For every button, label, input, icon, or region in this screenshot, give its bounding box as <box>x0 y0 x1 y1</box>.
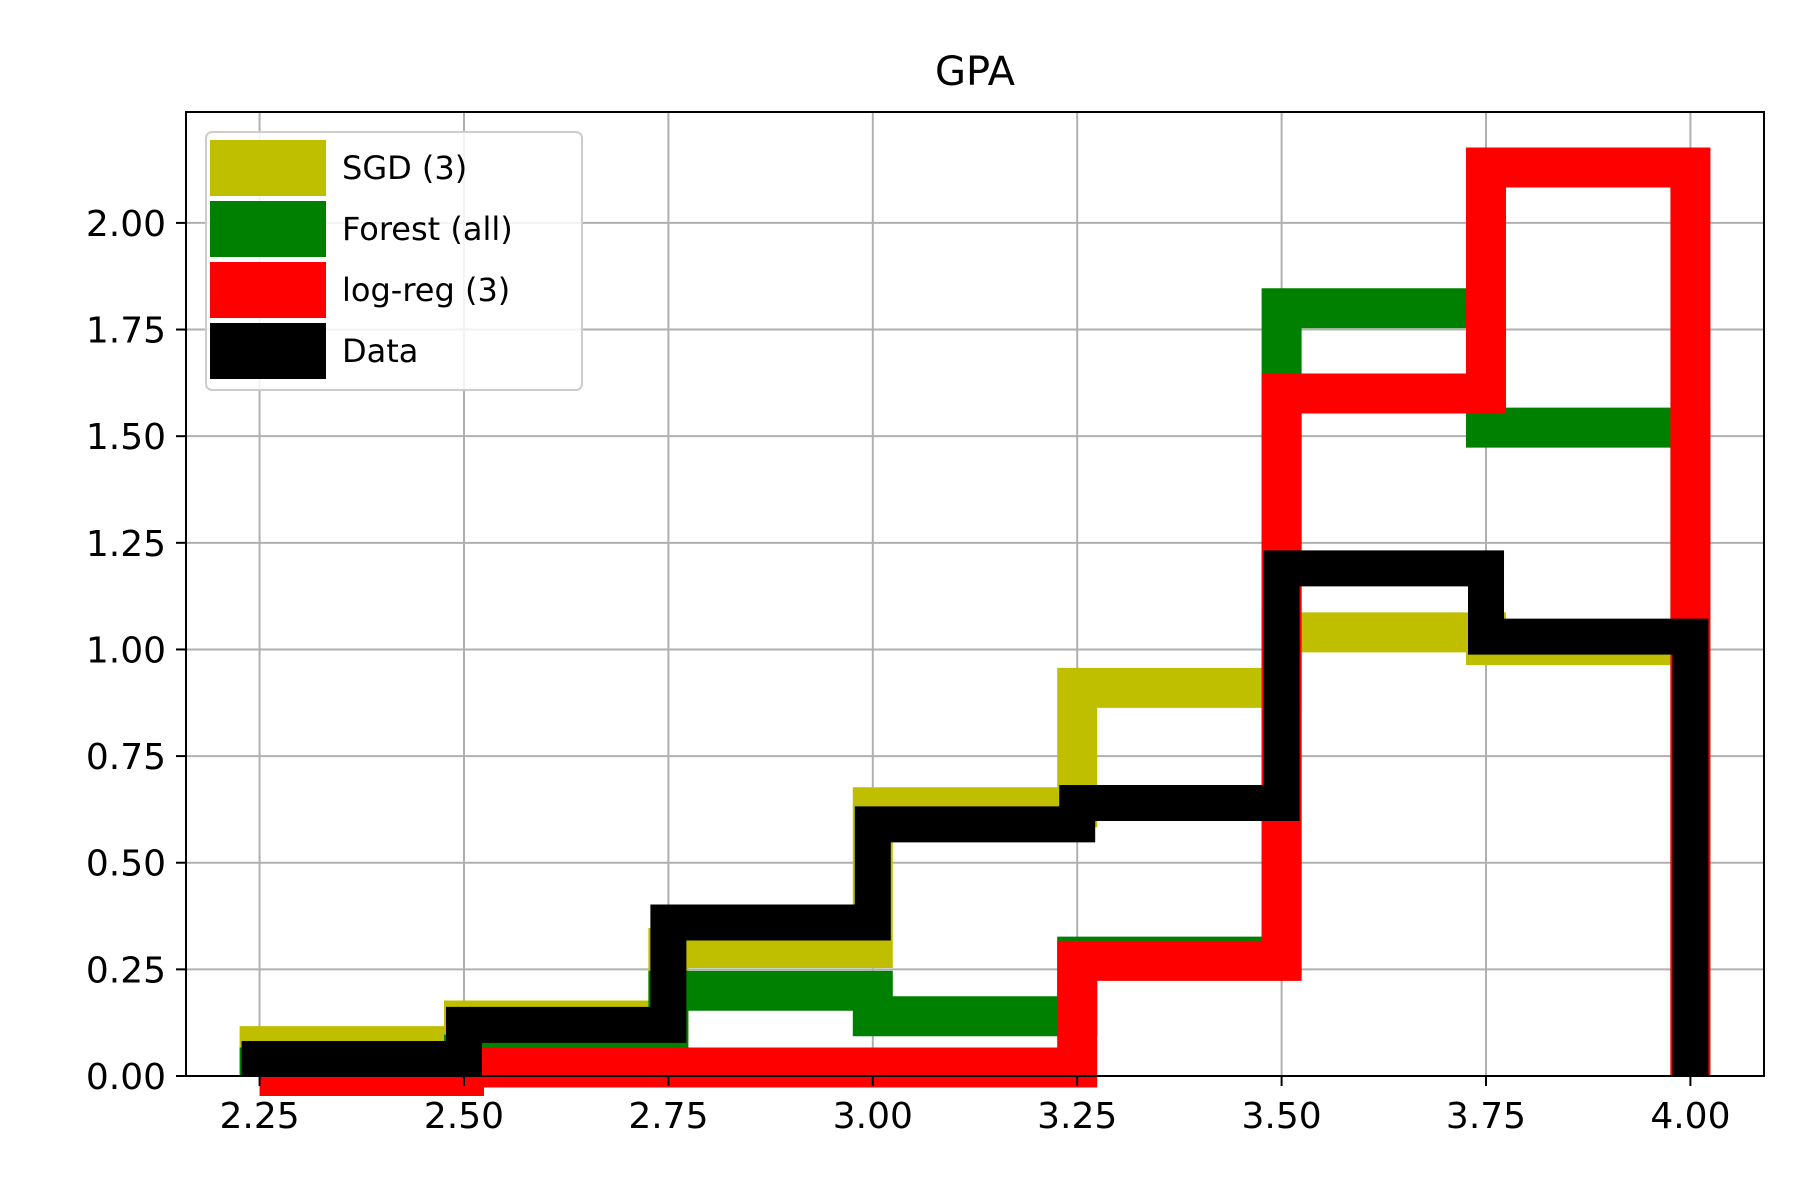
legend-label-log-reg-3: log-reg (3) <box>342 271 510 309</box>
legend-label-forest-all: Forest (all) <box>342 210 513 248</box>
x-tick-label: 2.75 <box>628 1096 708 1137</box>
x-axis: 2.25 2.50 2.75 3.00 3.25 3.50 3.75 4.00 <box>220 1076 1730 1137</box>
y-tick-label: 1.00 <box>86 630 166 671</box>
legend: SGD (3) Forest (all) log-reg (3) Data <box>205 131 583 391</box>
y-tick-label: 1.25 <box>86 524 166 565</box>
legend-swatch-data <box>210 323 326 379</box>
y-tick-label: 1.75 <box>86 311 166 352</box>
y-tick-label: 2.00 <box>86 204 166 245</box>
chart-title: GPA <box>935 49 1016 95</box>
legend-swatch-sgd-3 <box>210 140 326 196</box>
y-tick-label: 0.25 <box>86 950 166 991</box>
x-tick-label: 3.75 <box>1446 1096 1526 1137</box>
y-tick-label: 0.75 <box>86 737 166 778</box>
x-tick-label: 2.50 <box>424 1096 504 1137</box>
legend-swatch-forest-all <box>210 201 326 257</box>
legend-swatch-log-reg-3 <box>210 262 326 318</box>
y-tick-label: 0.50 <box>86 844 166 885</box>
y-axis: 0.00 0.25 0.50 0.75 1.00 1.25 1.50 1.75 2.00 <box>86 204 186 1098</box>
series-line-data <box>241 550 1709 1077</box>
x-tick-label: 3.00 <box>833 1096 913 1137</box>
legend-label-sgd-3: SGD (3) <box>342 149 467 187</box>
legend-label-data: Data <box>342 332 418 370</box>
y-tick-label: 1.50 <box>86 417 166 458</box>
plot-frame <box>185 111 1765 1077</box>
x-tick-label: 3.25 <box>1037 1096 1117 1137</box>
series-layer <box>239 147 1711 1096</box>
x-tick-label: 4.00 <box>1650 1096 1730 1137</box>
x-tick-label: 2.25 <box>220 1096 300 1137</box>
y-tick-label: 0.00 <box>86 1057 166 1098</box>
x-tick-label: 3.50 <box>1242 1096 1322 1137</box>
